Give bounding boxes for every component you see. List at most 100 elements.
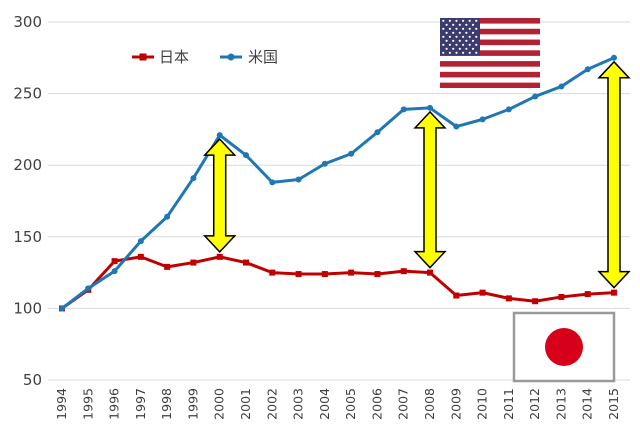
x-tick-label: 2015 [606, 388, 621, 420]
us-flag-star [471, 47, 475, 50]
x-tick-label: 1999 [185, 388, 200, 420]
data-point-usa [505, 106, 512, 113]
data-point-japan [111, 258, 118, 265]
data-point-usa [427, 104, 433, 111]
us-flag-star [465, 39, 468, 42]
us-flag-star [471, 39, 475, 42]
x-tick-label: 2002 [264, 388, 279, 420]
x-tick-label: 2011 [501, 388, 516, 420]
us-flag [440, 18, 540, 88]
us-flag-star [462, 19, 465, 22]
data-point-usa [243, 152, 249, 159]
us-flag-star [471, 31, 475, 34]
y-tick-label: 200 [13, 156, 42, 174]
y-tick-label: 100 [13, 299, 42, 317]
x-tick-label: 1994 [54, 388, 69, 420]
data-point-usa [164, 213, 171, 220]
x-tick-label: 2005 [343, 388, 358, 420]
us-flag-star [445, 39, 448, 42]
gap-arrow-2008 [413, 110, 447, 269]
data-point-japan [505, 295, 512, 302]
us-flag-star [445, 31, 448, 34]
us-flag-star [452, 39, 455, 42]
data-point-usa [295, 176, 302, 183]
us-flag-star [465, 23, 468, 26]
us-flag-star [475, 35, 478, 38]
x-tick-label: 2007 [396, 388, 411, 420]
x-tick-label: 1996 [107, 388, 122, 420]
y-tick-label: 250 [13, 85, 42, 103]
data-point-japan [348, 269, 355, 276]
y-tick-label: 150 [13, 228, 42, 246]
legend-label-japan: 日本 [159, 48, 189, 66]
data-point-japan [190, 259, 197, 266]
data-point-japan [374, 271, 381, 278]
data-point-usa [400, 106, 407, 113]
us-flag-star [445, 47, 448, 50]
us-flag-star [468, 43, 471, 46]
us-flag-star [458, 39, 461, 42]
series-group [59, 54, 617, 312]
y-tick-label: 300 [13, 13, 42, 31]
x-tick-label: 2006 [369, 388, 384, 420]
us-flag-star [442, 51, 445, 54]
data-point-japan [532, 298, 539, 305]
us-flag-star [442, 35, 445, 38]
us-flag-stripe [440, 28, 540, 35]
us-flag-star [452, 47, 455, 50]
data-point-japan [453, 292, 460, 299]
us-flag-star [468, 19, 471, 22]
data-point-japan [479, 289, 486, 296]
us-flag-star [458, 31, 461, 34]
us-flag-star [455, 19, 458, 22]
data-point-usa [532, 93, 539, 100]
x-tick-label: 2001 [238, 388, 253, 420]
x-tick-label: 2012 [527, 388, 542, 420]
data-point-japan [269, 269, 276, 276]
us-flag-star [455, 27, 458, 30]
us-flag-star [465, 47, 468, 50]
us-flag-star [452, 23, 455, 26]
us-flag-star [448, 43, 451, 46]
x-tick-label: 2013 [553, 388, 568, 420]
data-point-japan [216, 253, 223, 260]
us-flag-star [442, 19, 445, 22]
us-flag-star [468, 27, 471, 30]
data-point-usa [137, 238, 144, 245]
us-flag-star [475, 51, 478, 54]
us-flag-star [468, 35, 471, 38]
data-point-usa [348, 150, 355, 157]
legend-marker-usa [227, 53, 235, 61]
us-flag-stripe [440, 50, 540, 56]
data-point-japan [611, 289, 617, 296]
us-flag-star [448, 27, 451, 30]
legend-item-usa: 米国 [220, 48, 278, 66]
x-tick-label: 2004 [317, 388, 332, 420]
us-flag-star [455, 51, 458, 54]
us-flag-star [448, 19, 451, 22]
annotation-arrows [202, 60, 631, 289]
x-tick-label: 2008 [422, 388, 437, 420]
us-flag-star [452, 31, 455, 34]
us-flag-star [475, 43, 478, 46]
x-tick-label: 2010 [475, 388, 490, 420]
legend-item-japan: 日本 [132, 48, 189, 66]
x-tick-label: 2009 [448, 388, 463, 420]
gap-arrow-2000 [202, 138, 237, 253]
us-flag-star [455, 43, 458, 46]
x-tick-label: 2000 [212, 388, 227, 420]
x-tick-label: 2003 [291, 388, 306, 420]
data-point-usa [584, 66, 591, 73]
y-axis-ticks: 50 100 150 200 250 300 [13, 13, 42, 389]
data-point-usa [453, 123, 460, 130]
data-point-usa [269, 179, 276, 186]
data-point-japan [243, 259, 249, 266]
data-point-usa [111, 268, 118, 275]
data-point-japan [558, 293, 565, 300]
us-flag-star [458, 23, 461, 26]
data-point-japan [137, 253, 144, 260]
us-flag-star [475, 27, 478, 30]
data-point-usa [190, 175, 197, 182]
data-point-japan [295, 271, 302, 278]
